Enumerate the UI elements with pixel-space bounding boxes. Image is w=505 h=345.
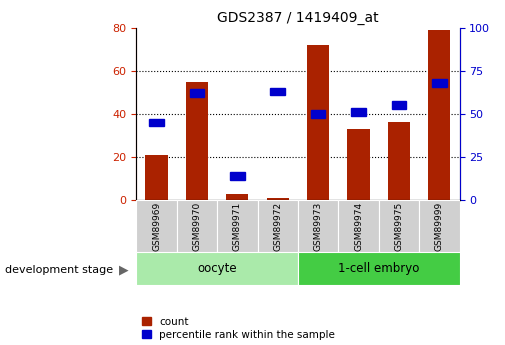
Bar [267,198,289,200]
Legend: count, percentile rank within the sample: count, percentile rank within the sample [141,317,335,340]
Text: GSM89975: GSM89975 [394,201,403,250]
Text: GSM89969: GSM89969 [152,201,161,250]
Bar [388,122,410,200]
FancyBboxPatch shape [298,200,338,252]
Bar [190,89,204,97]
Text: oocyte: oocyte [197,262,237,275]
Bar [186,81,208,200]
FancyBboxPatch shape [338,200,379,252]
Bar [145,155,168,200]
Bar [311,110,325,118]
FancyBboxPatch shape [419,200,460,252]
Bar [392,101,406,109]
Bar [347,129,370,200]
Text: GSM89999: GSM89999 [435,201,444,250]
FancyBboxPatch shape [217,200,258,252]
FancyBboxPatch shape [379,200,419,252]
Bar [230,172,244,180]
Bar [226,194,248,200]
Text: GSM89972: GSM89972 [273,201,282,250]
Text: development stage: development stage [5,265,113,275]
Text: GSM89974: GSM89974 [354,201,363,250]
Text: GSM89973: GSM89973 [314,201,323,250]
Bar [428,30,450,200]
Bar [307,45,329,200]
Bar [432,79,446,87]
Bar [149,119,164,126]
FancyBboxPatch shape [177,200,217,252]
Text: ▶: ▶ [119,263,129,276]
Text: GSM89971: GSM89971 [233,201,242,250]
Text: 1-cell embryo: 1-cell embryo [338,262,420,275]
FancyBboxPatch shape [136,200,177,252]
FancyBboxPatch shape [298,252,460,285]
Text: GSM89970: GSM89970 [192,201,201,250]
Bar [271,88,285,95]
FancyBboxPatch shape [136,252,298,285]
FancyBboxPatch shape [258,200,298,252]
Title: GDS2387 / 1419409_at: GDS2387 / 1419409_at [217,11,379,25]
Bar [351,108,366,116]
